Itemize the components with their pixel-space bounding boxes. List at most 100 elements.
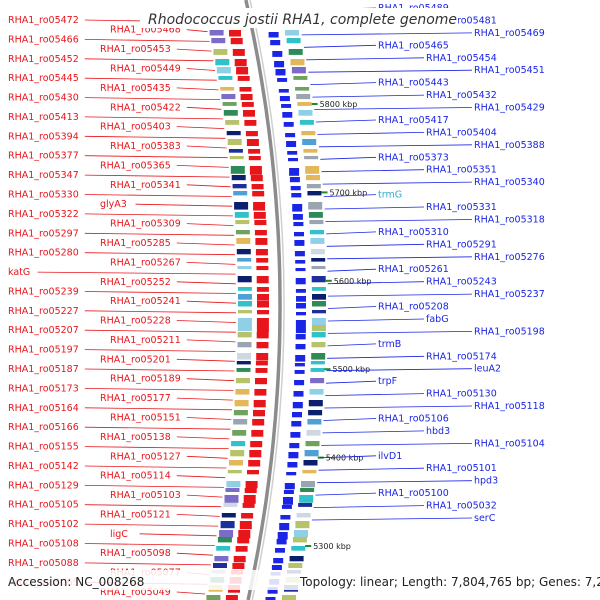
- forward-gene-block: [246, 139, 259, 146]
- reverse-gene-block: [289, 443, 300, 449]
- reverse-gene-block: [281, 104, 292, 108]
- forward-gene-block: [249, 450, 262, 458]
- reverse-gene-block: [271, 565, 282, 570]
- function-band-left: [237, 287, 252, 291]
- function-band-left: [223, 503, 238, 507]
- leader-line-left: [176, 126, 225, 129]
- function-band-left: [215, 59, 230, 66]
- gene-label-left: RHA1_ro05468: [110, 25, 181, 36]
- function-band-left: [224, 495, 239, 503]
- function-band-left: [213, 563, 227, 568]
- gene-label-left: RHA1_ro05445: [8, 73, 79, 84]
- gene-label-left: RHA1_ro05201: [100, 354, 171, 365]
- leader-line-left: [84, 368, 235, 372]
- function-band-right: [311, 266, 326, 270]
- ruler-ticks: 5800 kbp 5700 kbp 5600 kbp 5500 kbp 5400 kbp…: [305, 100, 372, 551]
- function-band-right: [290, 59, 305, 66]
- reverse-gene-block: [295, 278, 306, 285]
- reverse-gene-block: [280, 515, 291, 520]
- reverse-gene-block: [288, 158, 298, 162]
- function-band-right: [289, 556, 304, 562]
- gene-label-left: RHA1_ro05322: [8, 209, 79, 220]
- leader-line-left: [176, 320, 236, 323]
- function-band-left: [237, 353, 252, 360]
- gene-label-left: RHA1_ro05173: [8, 383, 79, 394]
- forward-gene-block: [253, 400, 266, 408]
- leader-line-left: [186, 378, 235, 382]
- gene-label-right: RHA1_ro05454: [426, 53, 497, 64]
- function-band-left: [237, 318, 252, 325]
- forward-gene-block: [245, 131, 258, 137]
- function-band-right: [295, 87, 310, 91]
- function-band-right: [282, 595, 296, 600]
- gene-label-left: RHA1_ro05177: [100, 393, 171, 404]
- function-band-left: [234, 202, 249, 210]
- gene-label-right: RHA1_ro05104: [474, 438, 545, 449]
- function-band-left: [236, 361, 251, 365]
- forward-gene-block: [250, 441, 263, 448]
- gene-label-left: RHA1_ro05114: [100, 471, 171, 482]
- leader-line-left: [176, 397, 233, 401]
- forward-gene-block: [256, 318, 269, 326]
- leader-line-left: [84, 155, 228, 159]
- leader-line-left: [84, 252, 236, 256]
- reverse-gene-block: [267, 587, 278, 594]
- gene-label-left: RHA1_ro05098: [100, 548, 171, 559]
- forward-gene-block: [244, 488, 257, 493]
- reverse-gene-block: [272, 51, 283, 57]
- leader-line-left: [84, 39, 210, 42]
- leader-line-left: [139, 533, 217, 537]
- ruler-tick-label: 5600 kbp: [334, 277, 372, 286]
- gene-label-right: RHA1_ro05404: [426, 127, 497, 138]
- leader-line-right: [325, 393, 425, 396]
- leader-line-left: [176, 165, 229, 168]
- gene-label-left: RHA1_ro05138: [100, 432, 171, 443]
- function-band-left: [229, 460, 243, 466]
- function-band-left: [223, 110, 238, 116]
- forward-gene-block: [251, 430, 264, 437]
- leader-line-left: [84, 116, 223, 120]
- reverse-gene-block: [295, 344, 306, 350]
- function-band-right: [309, 220, 324, 225]
- function-band-left: [226, 481, 241, 488]
- accession-text: Accession: NC_008268: [8, 575, 144, 589]
- reverse-gene-block: [273, 558, 284, 564]
- gene-label-left: RHA1_ro05453: [100, 44, 171, 55]
- function-band-right: [304, 156, 319, 160]
- forward-gene-block: [239, 87, 252, 92]
- leader-line-left: [84, 232, 235, 236]
- gene-label-right: RHA1_ro05291: [426, 239, 497, 250]
- leader-line-left: [186, 29, 208, 33]
- leader-line-right: [322, 181, 473, 185]
- leader-line-left: [84, 446, 229, 449]
- reverse-gene-block: [295, 320, 306, 327]
- reverse-gene-block: [289, 177, 300, 183]
- function-band-right: [304, 450, 319, 457]
- function-band-right: [299, 120, 314, 125]
- leader-line-left: [84, 562, 212, 566]
- leader-line-right: [327, 318, 425, 322]
- function-band-right: [299, 495, 314, 503]
- gene-label-left: RHA1_ro05105: [8, 500, 79, 511]
- function-band-right: [310, 230, 324, 235]
- gene-label-right: RHA1_ro05101: [426, 463, 497, 474]
- leader-line-right: [321, 169, 425, 173]
- reverse-gene-block: [268, 32, 279, 38]
- gene-label-right: RHA1_ro05118: [474, 401, 545, 412]
- forward-gene-block: [252, 419, 265, 426]
- gene-label-left: RHA1_ro05227: [8, 306, 79, 317]
- forward-gene-block: [235, 546, 248, 552]
- leader-line-right: [312, 94, 425, 98]
- gene-label-right: RHA1_ro05481: [426, 15, 497, 26]
- forward-gene-block: [255, 361, 268, 366]
- reverse-gene-block: [278, 89, 289, 93]
- gene-label-right: RHA1_ro05417: [378, 115, 449, 126]
- gene-label-right: RHA1_ro05373: [378, 152, 449, 163]
- reverse-gene-block: [285, 133, 296, 138]
- reverse-gene-block: [291, 421, 302, 427]
- leader-line-left: [84, 310, 237, 314]
- gene-label-right: hpd3: [474, 476, 498, 487]
- gene-label-right: RHA1_ro05331: [426, 202, 497, 213]
- function-band-right: [308, 400, 323, 407]
